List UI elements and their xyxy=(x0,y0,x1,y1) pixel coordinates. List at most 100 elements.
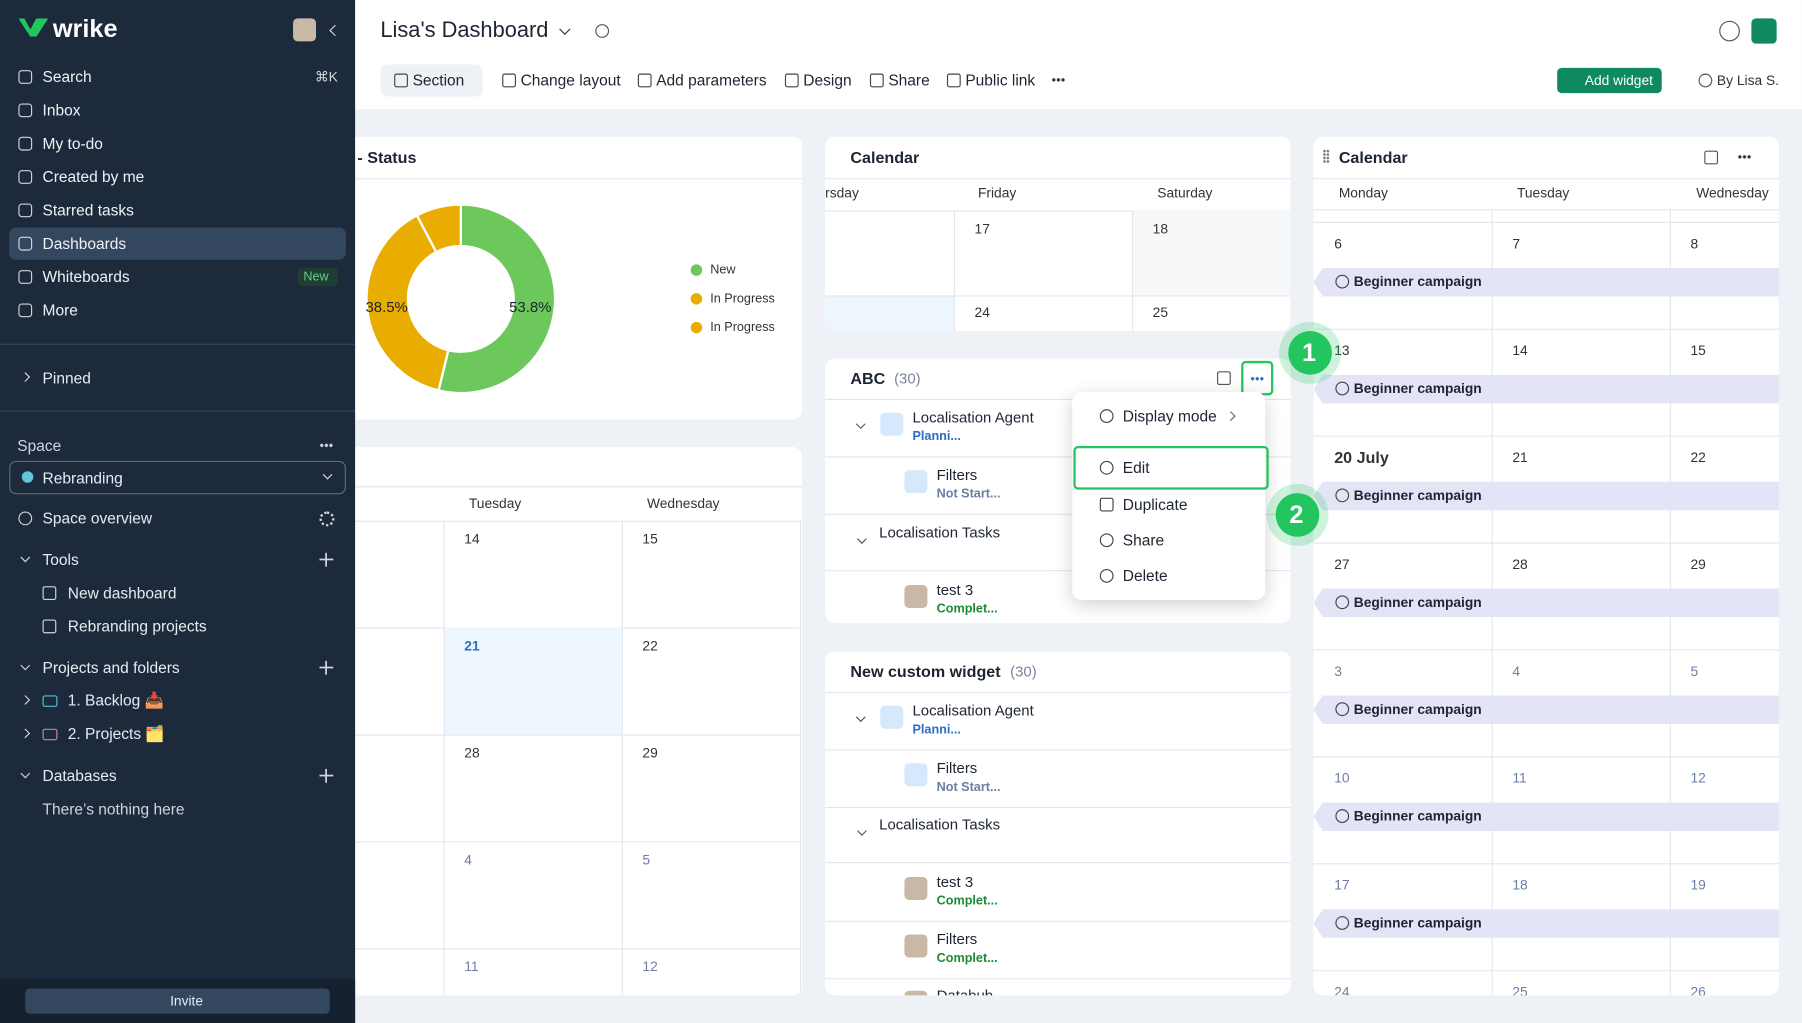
event-bar[interactable] xyxy=(1313,588,1779,618)
day-number: 21 xyxy=(464,637,480,655)
divider xyxy=(825,210,1291,212)
row-name[interactable]: Filters xyxy=(936,759,978,777)
widget-title: Calendar xyxy=(1338,148,1408,167)
expand-chevron[interactable] xyxy=(857,534,867,544)
tree-item[interactable]: New dashboard xyxy=(67,584,177,602)
row-name[interactable]: Localisation Agent xyxy=(912,408,1034,426)
section-label[interactable]: Projects and folders xyxy=(42,659,180,677)
row-status: Planni... xyxy=(912,429,961,444)
event-bar[interactable] xyxy=(1313,481,1779,511)
add-icon[interactable] xyxy=(319,660,334,675)
event-label[interactable]: Beginner campaign xyxy=(1353,594,1482,611)
icon xyxy=(1099,568,1114,583)
chevron[interactable] xyxy=(20,372,31,382)
tree-item[interactable]: 2. Projects 🗂️ xyxy=(67,725,165,743)
section-label[interactable]: Databases xyxy=(42,767,117,785)
row-name[interactable]: Localisation Tasks xyxy=(879,815,1001,833)
row-name[interactable]: Databub xyxy=(937,987,993,996)
event-label[interactable]: Beginner campaign xyxy=(1353,273,1482,290)
nav-item[interactable]: Whiteboards xyxy=(42,268,130,286)
toolbar-item[interactable]: Share xyxy=(888,71,930,90)
settings-icon[interactable] xyxy=(319,511,335,527)
chevron[interactable] xyxy=(20,552,31,563)
row-name[interactable]: Filters xyxy=(936,466,978,484)
invite-label[interactable]: Invite xyxy=(170,993,204,1010)
event-label[interactable]: Beginner campaign xyxy=(1353,701,1482,718)
section-label[interactable]: Pinned xyxy=(42,369,91,387)
space-select[interactable] xyxy=(9,460,346,495)
nav-item[interactable]: Created by me xyxy=(42,168,145,186)
chevron[interactable] xyxy=(20,660,31,671)
divider xyxy=(1313,209,1779,211)
menu-item[interactable]: Share xyxy=(1122,531,1165,549)
event-label[interactable]: Beginner campaign xyxy=(1353,808,1482,825)
nav-item[interactable]: My to-do xyxy=(42,135,103,153)
event-label[interactable]: Beginner campaign xyxy=(1353,380,1482,397)
event-label[interactable]: Beginner campaign xyxy=(1353,914,1482,932)
event-bar[interactable] xyxy=(1313,695,1779,725)
nav-item[interactable]: Starred tasks xyxy=(42,201,134,219)
toolbar-item[interactable]: Change layout xyxy=(520,71,621,90)
weekday-header: Tuesday xyxy=(1516,185,1570,202)
toolbar-item[interactable]: Section xyxy=(412,71,465,90)
nav-item[interactable]: Dashboards xyxy=(42,235,127,253)
sidebar: wrike Search ⌘K Inbox My to-do Created by me S… xyxy=(0,0,356,1023)
add-icon[interactable] xyxy=(319,552,334,567)
toolbar-item[interactable]: Public link xyxy=(965,71,1036,90)
expand-chevron[interactable] xyxy=(855,712,866,723)
nav-item[interactable]: Space overview xyxy=(42,509,153,527)
nav-item[interactable]: Search xyxy=(42,68,92,86)
menu-item[interactable]: Delete xyxy=(1122,567,1168,585)
user-avatar[interactable] xyxy=(293,18,317,42)
row-name[interactable]: Localisation Tasks xyxy=(879,523,1001,541)
add-widget-label[interactable]: Add widget xyxy=(1584,72,1653,89)
drag-handle[interactable] xyxy=(1322,149,1330,164)
nav-item[interactable]: Inbox xyxy=(42,101,81,119)
menu-item[interactable]: Edit xyxy=(1122,459,1150,477)
more-dots[interactable] xyxy=(1051,78,1066,82)
tree-item[interactable]: Rebranding projects xyxy=(67,617,207,636)
add-button[interactable] xyxy=(1751,18,1777,44)
owner[interactable]: By Lisa S. xyxy=(1716,72,1779,89)
section-label[interactable]: Tools xyxy=(42,551,79,569)
icon xyxy=(1099,409,1114,423)
event-bar[interactable] xyxy=(1313,802,1779,832)
legend-label: New xyxy=(710,263,736,278)
chevron[interactable] xyxy=(20,768,31,779)
expand-chevron[interactable] xyxy=(855,419,866,430)
event-bar[interactable] xyxy=(1313,374,1779,404)
active-item[interactable] xyxy=(9,227,346,260)
toolbar-item[interactable]: Design xyxy=(803,71,852,90)
divider xyxy=(355,841,803,843)
more-dots[interactable] xyxy=(1737,155,1752,159)
more-dots[interactable] xyxy=(1250,377,1265,381)
event-label[interactable]: Beginner campaign xyxy=(1353,487,1482,504)
row-name[interactable]: test 3 xyxy=(936,872,974,891)
expand-chevron[interactable] xyxy=(857,826,867,836)
invite-button[interactable] xyxy=(25,988,330,1014)
icon xyxy=(18,236,33,251)
section-button[interactable] xyxy=(380,64,483,97)
divider xyxy=(355,178,803,180)
menu-item[interactable]: Display mode xyxy=(1122,407,1217,425)
divider xyxy=(825,749,1291,751)
chevron[interactable] xyxy=(20,728,31,739)
collapse-chevron[interactable] xyxy=(329,24,341,37)
day-number: 25 xyxy=(1152,304,1169,321)
event-bar[interactable] xyxy=(1313,267,1779,297)
chevron[interactable] xyxy=(20,695,31,705)
add-icon[interactable] xyxy=(319,768,334,783)
tree-item[interactable]: 1. Backlog 📥 xyxy=(67,691,164,710)
add-widget-button[interactable] xyxy=(1557,67,1662,94)
toolbar-item[interactable]: Add parameters xyxy=(656,71,767,90)
help-icon[interactable] xyxy=(1719,20,1740,42)
row-name[interactable]: Filters xyxy=(936,930,978,948)
row-name[interactable]: test 3 xyxy=(936,581,974,599)
space-selected[interactable]: Rebranding xyxy=(42,469,123,487)
legend-label: In Progress xyxy=(710,291,775,306)
event-bar[interactable] xyxy=(1313,909,1779,938)
more-dots[interactable] xyxy=(319,443,334,448)
nav-item[interactable]: More xyxy=(42,301,78,319)
menu-item[interactable]: Duplicate xyxy=(1122,495,1188,514)
row-name[interactable]: Localisation Agent xyxy=(912,701,1034,719)
